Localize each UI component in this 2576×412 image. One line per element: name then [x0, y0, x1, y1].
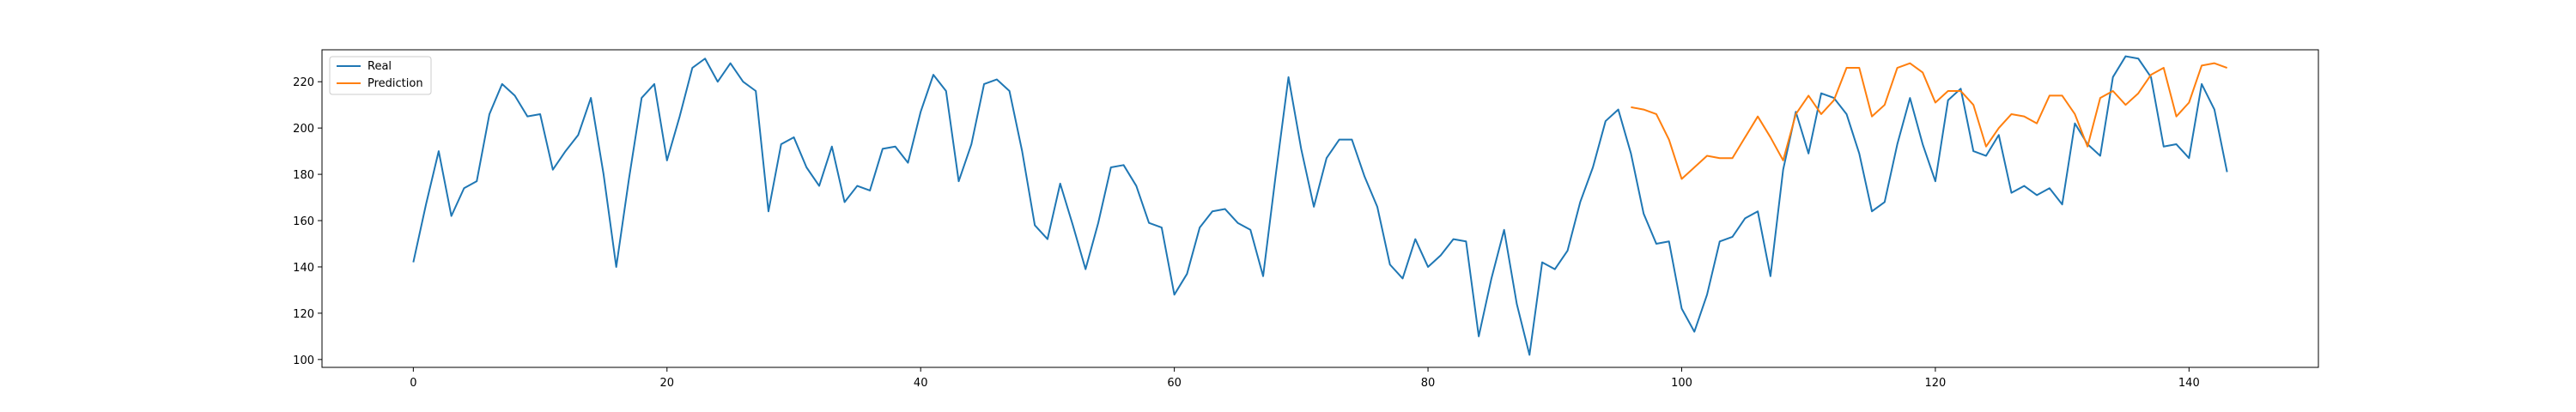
- x-tick-label: 40: [914, 377, 928, 390]
- legend-label-real: Real: [368, 60, 392, 73]
- y-tick-label: 100: [293, 354, 314, 367]
- x-tick-label: 140: [2178, 377, 2200, 390]
- axis-layer: 0 20 40 60 80 100 120 140 100 120 140 160 180 200 220: [293, 76, 2200, 390]
- x-tick-label: 20: [660, 377, 675, 390]
- plot-area: [322, 50, 2318, 367]
- plot-frame: [321, 49, 2319, 368]
- series-layer: [412, 55, 2228, 356]
- x-tick-label: 100: [1671, 377, 1692, 390]
- legend-label-prediction: Prediction: [368, 77, 423, 90]
- legend: Real Prediction: [329, 56, 432, 95]
- x-tick-label: 0: [410, 377, 416, 390]
- x-tick-label: 120: [1924, 377, 1946, 390]
- y-tick-label: 200: [293, 123, 314, 136]
- y-tick-label: 140: [293, 262, 314, 275]
- x-tick-label: 60: [1167, 377, 1182, 390]
- series-line-prediction: [1631, 62, 2227, 180]
- y-tick-label: 180: [293, 169, 314, 182]
- series-line-real: [412, 55, 2228, 356]
- x-tick-label: 80: [1421, 377, 1436, 390]
- y-tick-label: 220: [293, 76, 314, 89]
- y-tick-label: 160: [293, 215, 314, 228]
- y-tick-label: 120: [293, 308, 314, 321]
